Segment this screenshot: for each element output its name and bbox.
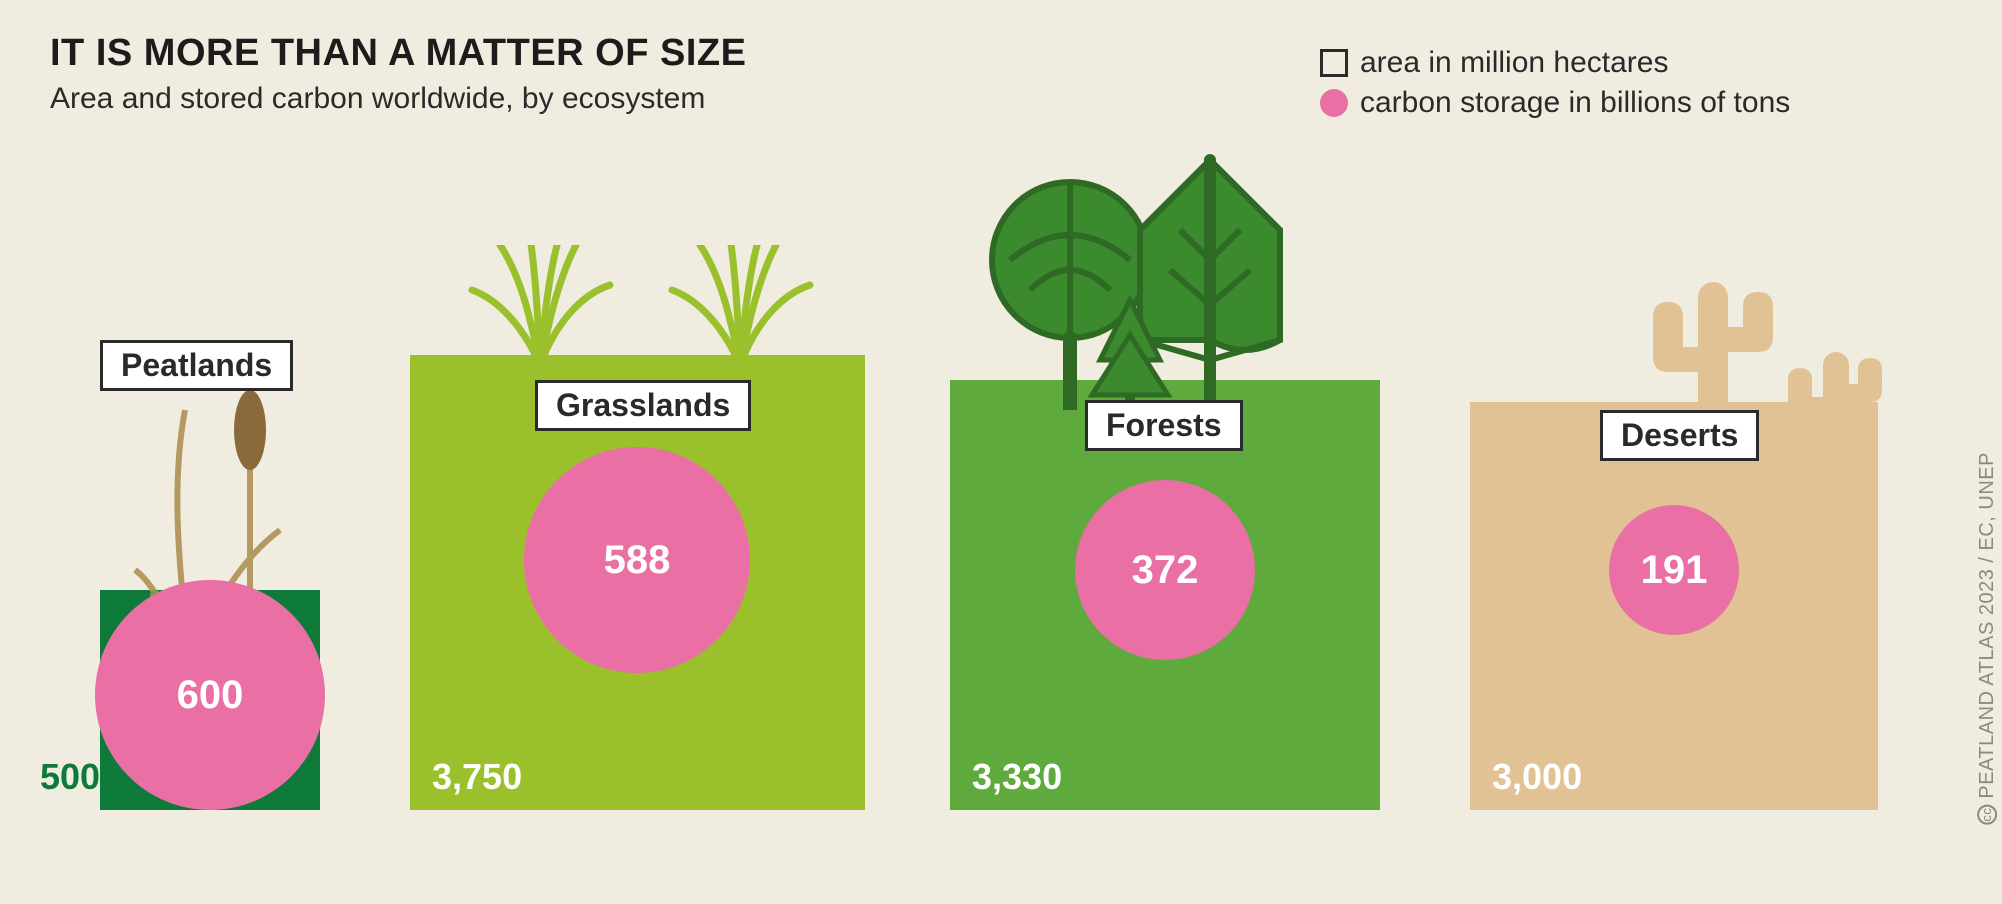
cc-icon: cc [1978, 805, 1998, 825]
carbon-circle: 588 [524, 447, 750, 673]
ecosystem-name-label: Peatlands [100, 340, 293, 391]
area-value: 3,000 [1492, 756, 1582, 798]
carbon-circle: 191 [1609, 505, 1739, 635]
area-value: 500 [40, 756, 100, 798]
legend-area-row: area in million hectares [1320, 46, 1790, 80]
page-subtitle: Area and stored carbon worldwide, by eco… [50, 82, 705, 116]
carbon-circle: 600 [95, 580, 325, 810]
page-title: IT IS MORE THAN A MATTER OF SIZE [50, 32, 746, 75]
carbon-circle: 372 [1075, 480, 1255, 660]
legend-area-label: area in million hectares [1360, 46, 1668, 80]
ecosystem-name-label: Grasslands [535, 380, 751, 431]
ecosystem-name-label: Forests [1085, 400, 1243, 451]
legend-circle-icon [1320, 89, 1348, 117]
area-value: 3,750 [432, 756, 522, 798]
attribution: ccPEATLAND ATLAS 2023 / EC, UNEP [1977, 452, 2000, 825]
legend-carbon-row: carbon storage in billions of tons [1320, 86, 1790, 120]
legend-square-icon [1320, 49, 1348, 77]
legend: area in million hectares carbon storage … [1320, 46, 1790, 126]
ecosystem-name-label: Deserts [1600, 410, 1759, 461]
trees-icon [980, 150, 1340, 415]
legend-carbon-label: carbon storage in billions of tons [1360, 86, 1790, 120]
area-value: 3,330 [972, 756, 1062, 798]
infographic-canvas: IT IS MORE THAN A MATTER OF SIZE Area and… [0, 0, 2002, 904]
